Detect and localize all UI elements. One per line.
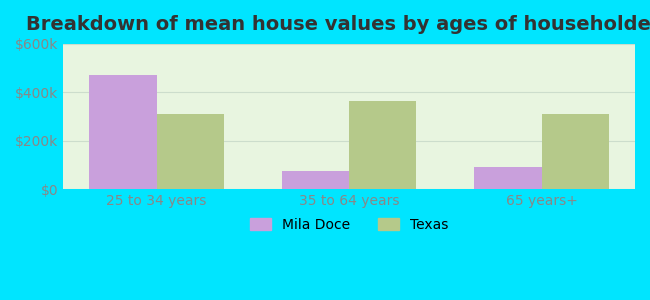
Bar [541, 114, 609, 189]
Bar [157, 114, 224, 189]
Title: Breakdown of mean house values by ages of householders: Breakdown of mean house values by ages o… [26, 15, 650, 34]
Bar [281, 171, 349, 189]
Bar [89, 75, 157, 189]
Bar [474, 167, 541, 189]
Bar [349, 101, 417, 189]
Legend: Mila Doce, Texas: Mila Doce, Texas [244, 212, 454, 237]
